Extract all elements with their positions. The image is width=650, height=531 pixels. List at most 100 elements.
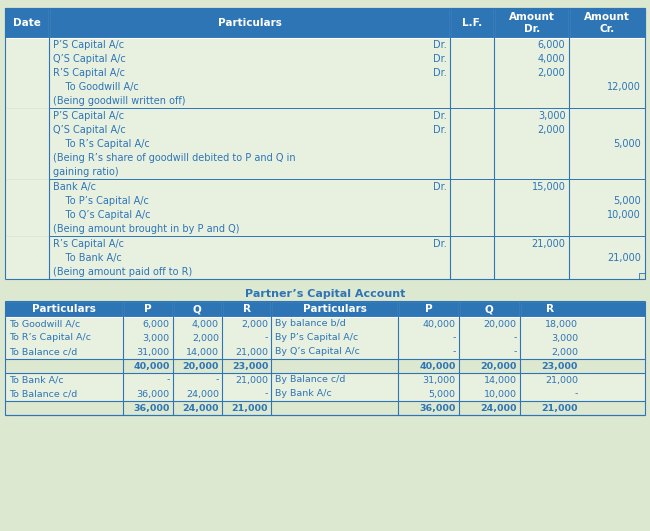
Text: To R’s Capital A/c: To R’s Capital A/c xyxy=(53,139,150,149)
Text: 20,000: 20,000 xyxy=(183,362,219,371)
Text: Bank A/c: Bank A/c xyxy=(53,182,96,192)
Text: 2,000: 2,000 xyxy=(192,333,219,342)
Text: -: - xyxy=(265,333,268,342)
Text: 21,000: 21,000 xyxy=(232,404,268,413)
Bar xyxy=(5,123,645,137)
Bar xyxy=(5,331,645,345)
Text: (Being amount brought in by P and Q): (Being amount brought in by P and Q) xyxy=(53,224,239,234)
Text: Dr.: Dr. xyxy=(433,40,447,50)
Text: 4,000: 4,000 xyxy=(538,54,566,64)
Bar xyxy=(5,94,645,108)
Text: 31,000: 31,000 xyxy=(136,347,170,356)
Text: 23,000: 23,000 xyxy=(232,362,268,371)
Bar xyxy=(5,109,645,123)
Text: 20,000: 20,000 xyxy=(484,320,517,329)
Text: 5,000: 5,000 xyxy=(429,390,456,398)
Text: gaining ratio): gaining ratio) xyxy=(53,167,118,177)
Bar xyxy=(5,387,645,401)
Text: 3,000: 3,000 xyxy=(538,111,566,121)
Text: 10,000: 10,000 xyxy=(607,210,641,220)
Text: To Goodwill A/c: To Goodwill A/c xyxy=(9,320,80,329)
Bar xyxy=(5,373,645,387)
Text: Q: Q xyxy=(485,304,493,314)
Text: To Balance c/d: To Balance c/d xyxy=(9,390,77,398)
Text: 24,000: 24,000 xyxy=(186,390,219,398)
Bar xyxy=(5,194,645,208)
Text: 21,000: 21,000 xyxy=(541,404,578,413)
Bar xyxy=(5,8,645,38)
Bar xyxy=(5,208,645,222)
Text: To Balance c/d: To Balance c/d xyxy=(9,347,77,356)
Text: 31,000: 31,000 xyxy=(422,375,456,384)
Text: Dr.: Dr. xyxy=(433,54,447,64)
Text: 5,000: 5,000 xyxy=(613,139,641,149)
Bar xyxy=(5,317,645,331)
Text: Amount
Cr.: Amount Cr. xyxy=(584,12,630,34)
Text: (Being goodwill written off): (Being goodwill written off) xyxy=(53,96,185,106)
Text: 21,000: 21,000 xyxy=(235,347,268,356)
Text: R: R xyxy=(546,304,554,314)
Text: By P’s Capital A/c: By P’s Capital A/c xyxy=(275,333,359,342)
Text: By balance b/d: By balance b/d xyxy=(275,320,346,329)
Text: Dr.: Dr. xyxy=(433,182,447,192)
Bar xyxy=(5,401,645,415)
Text: 36,000: 36,000 xyxy=(419,404,456,413)
Text: 21,000: 21,000 xyxy=(532,239,566,249)
Text: L.F.: L.F. xyxy=(462,18,482,28)
Text: Particulars: Particulars xyxy=(303,304,367,314)
Text: P’S Capital A/c: P’S Capital A/c xyxy=(53,40,124,50)
Text: 21,000: 21,000 xyxy=(545,375,578,384)
Text: 40,000: 40,000 xyxy=(133,362,170,371)
Text: 36,000: 36,000 xyxy=(136,390,170,398)
Text: 40,000: 40,000 xyxy=(422,320,456,329)
Bar xyxy=(5,237,645,251)
Text: -: - xyxy=(216,375,219,384)
Bar xyxy=(5,52,645,66)
Text: Dr.: Dr. xyxy=(433,68,447,78)
Bar xyxy=(5,222,645,236)
Text: 5,000: 5,000 xyxy=(613,196,641,206)
Text: 21,000: 21,000 xyxy=(235,375,268,384)
Text: To P’s Capital A/c: To P’s Capital A/c xyxy=(53,196,148,206)
Text: 23,000: 23,000 xyxy=(541,362,578,371)
Text: 24,000: 24,000 xyxy=(183,404,219,413)
Text: R: R xyxy=(242,304,251,314)
Text: P: P xyxy=(144,304,152,314)
Bar xyxy=(5,151,645,165)
Text: -: - xyxy=(514,347,517,356)
Text: 18,000: 18,000 xyxy=(545,320,578,329)
Text: -: - xyxy=(452,347,456,356)
Bar xyxy=(639,273,645,279)
Text: 3,000: 3,000 xyxy=(551,333,578,342)
Text: 14,000: 14,000 xyxy=(186,347,219,356)
Text: 3,000: 3,000 xyxy=(142,333,170,342)
Bar xyxy=(5,80,645,94)
Bar xyxy=(5,345,645,359)
Text: To Bank A/c: To Bank A/c xyxy=(53,253,122,263)
Text: 10,000: 10,000 xyxy=(484,390,517,398)
Text: To Goodwill A/c: To Goodwill A/c xyxy=(53,82,138,92)
Text: To R’s Capital A/c: To R’s Capital A/c xyxy=(9,333,91,342)
Bar xyxy=(5,66,645,80)
Text: Q’S Capital A/c: Q’S Capital A/c xyxy=(53,125,125,135)
Text: 14,000: 14,000 xyxy=(484,375,517,384)
Text: To Bank A/c: To Bank A/c xyxy=(9,375,64,384)
Text: Particulars: Particulars xyxy=(32,304,96,314)
Text: -: - xyxy=(265,390,268,398)
Text: 2,000: 2,000 xyxy=(538,68,566,78)
Text: 40,000: 40,000 xyxy=(419,362,456,371)
Text: Particulars: Particulars xyxy=(218,18,281,28)
Bar xyxy=(5,359,645,373)
Bar xyxy=(5,251,645,265)
Text: Amount
Dr.: Amount Dr. xyxy=(509,12,554,34)
Text: 21,000: 21,000 xyxy=(607,253,641,263)
Text: By Q’s Capital A/c: By Q’s Capital A/c xyxy=(275,347,360,356)
Text: Dr.: Dr. xyxy=(433,111,447,121)
Bar xyxy=(5,165,645,179)
Text: 36,000: 36,000 xyxy=(133,404,170,413)
Bar xyxy=(639,273,645,279)
Text: R’S Capital A/c: R’S Capital A/c xyxy=(53,68,125,78)
Bar xyxy=(5,265,645,279)
Text: 2,000: 2,000 xyxy=(551,347,578,356)
Text: -: - xyxy=(514,333,517,342)
